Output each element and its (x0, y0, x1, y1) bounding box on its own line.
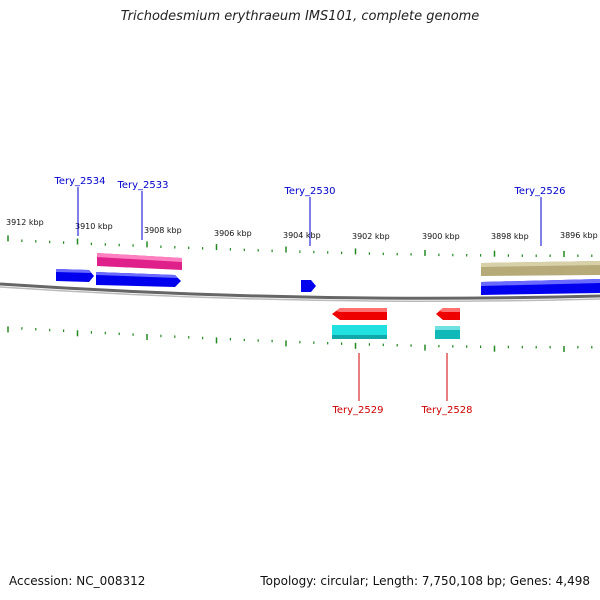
genome-summary-text: Topology: circular; Length: 7,750,108 bp… (260, 574, 590, 588)
tick-label-3900: 3900 kbp (422, 232, 460, 241)
tick-label-3910: 3910 kbp (75, 222, 113, 231)
gene-arrow-tery-2533[interactable] (96, 272, 181, 287)
gene-arrow-tery-2528[interactable] (436, 308, 460, 320)
gene-bar-tery-2526[interactable] (481, 261, 600, 276)
gene-label-tery-2526[interactable]: Tery_2526 (513, 186, 565, 197)
genome-backbone-outer (0, 282, 600, 300)
gene-arrow-tery-2529[interactable] (332, 308, 387, 320)
gene-label-tery-2530[interactable]: Tery_2530 (283, 186, 335, 197)
gene-label-tery-2533[interactable]: Tery_2533 (116, 180, 168, 191)
gene-arrow-tery-2530[interactable] (301, 280, 316, 292)
genome-title: Trichodesmium erythraeum IMS101, complet… (120, 9, 480, 24)
tick-label-3898: 3898 kbp (491, 232, 529, 241)
gene-bar-tery-2528[interactable] (435, 326, 460, 339)
tick-label-3912: 3912 kbp (6, 218, 44, 227)
tick-label-3906: 3906 kbp (214, 229, 252, 238)
genome-backbone-inner (0, 286, 600, 303)
lower-tick-track (7, 326, 593, 352)
gene-arrow-tery-2526[interactable] (481, 279, 600, 295)
tick-label-3896: 3896 kbp (560, 231, 598, 240)
gene-arrow-tery-2534[interactable] (56, 269, 94, 282)
gene-label-tery-2528[interactable]: Tery_2528 (420, 405, 472, 416)
upper-tick-track (7, 235, 593, 257)
gene-bar-tery-2529[interactable] (332, 325, 387, 339)
gene-bar-tery-2533[interactable] (97, 253, 182, 270)
gene-label-tery-2534[interactable]: Tery_2534 (53, 176, 105, 187)
tick-label-3902: 3902 kbp (352, 232, 390, 241)
accession-text: Accession: NC_008312 (9, 574, 146, 588)
gene-label-tery-2529[interactable]: Tery_2529 (331, 405, 383, 416)
tick-label-3904: 3904 kbp (283, 231, 321, 240)
tick-label-3908: 3908 kbp (144, 226, 182, 235)
